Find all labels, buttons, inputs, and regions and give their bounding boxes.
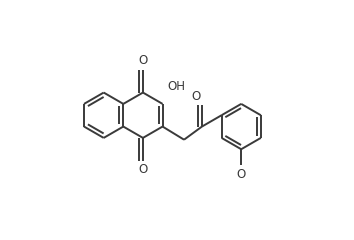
Text: O: O [138,54,148,67]
Text: O: O [138,163,148,176]
Text: OH: OH [167,80,185,93]
Text: O: O [192,90,201,103]
Text: O: O [236,168,246,181]
